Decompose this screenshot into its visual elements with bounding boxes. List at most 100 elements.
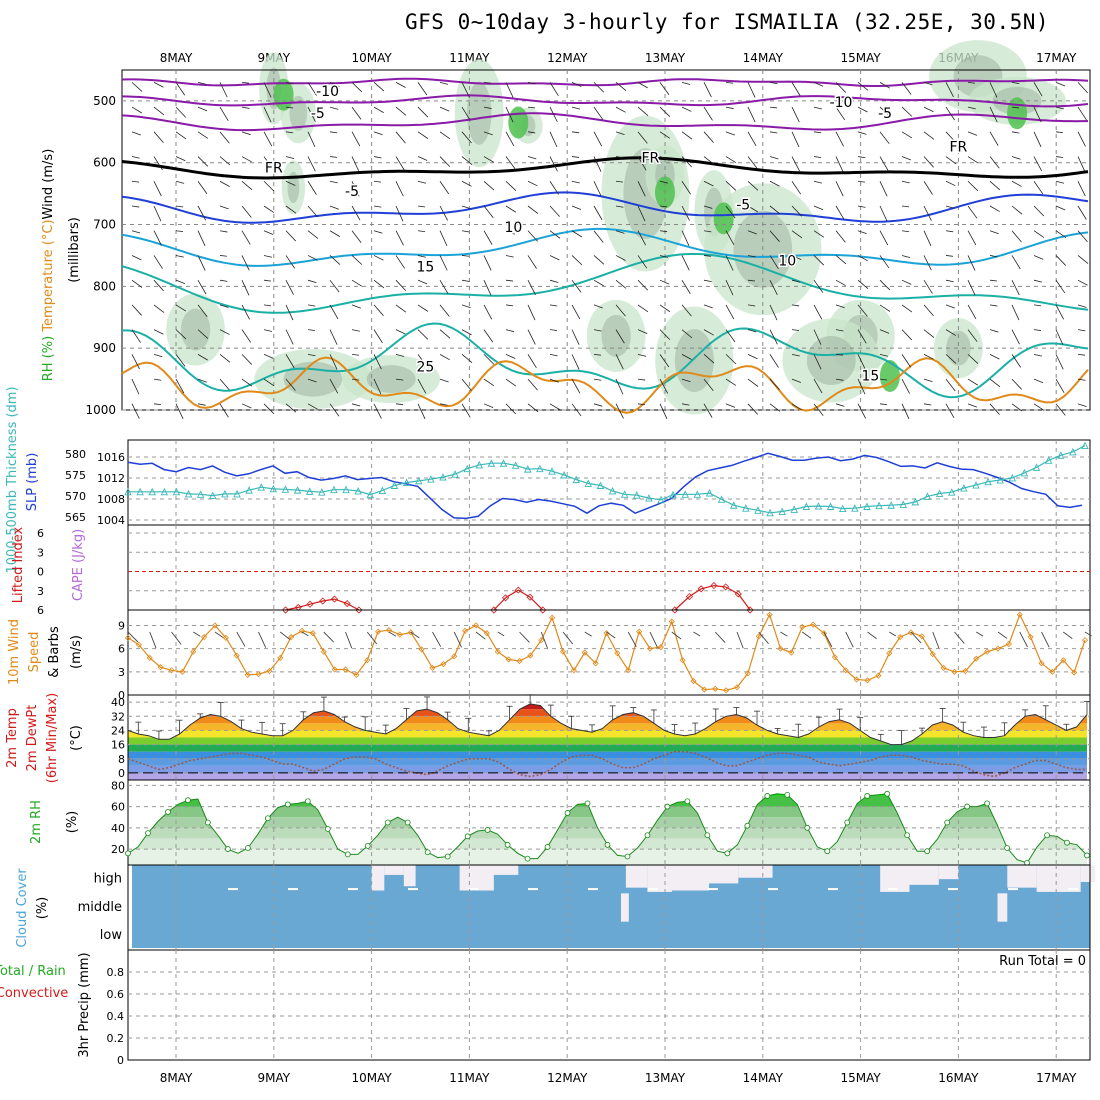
wind-barb	[417, 131, 429, 139]
wind-barb	[593, 230, 604, 243]
wind-speed-marker	[744, 670, 751, 677]
wind-barb	[1011, 354, 1021, 368]
wind-barb	[241, 403, 252, 409]
cloud-clear-high	[625, 865, 648, 888]
slp-frame	[127, 439, 1091, 526]
wind-barb	[461, 354, 473, 364]
thickness-marker	[499, 459, 508, 467]
contour-label: FR	[950, 140, 968, 156]
wind-barb	[417, 329, 429, 340]
wind-barb	[901, 205, 910, 208]
li-marker	[294, 603, 302, 611]
rh-marker	[165, 808, 171, 815]
wind-barb	[659, 354, 670, 368]
wind-barb	[439, 304, 450, 317]
wind-barb	[1055, 230, 1067, 238]
contour-label: 15	[861, 368, 879, 384]
wind-barb	[131, 403, 140, 419]
wind-barb	[637, 230, 647, 246]
wind-barb	[307, 82, 317, 96]
wind-barb	[571, 180, 580, 184]
wind-speed-marker	[755, 633, 762, 640]
date-label-top: 12MAY	[547, 51, 588, 65]
wind-barb	[593, 156, 602, 172]
wind-barb	[263, 353, 274, 359]
rh-tick-label: 20	[111, 843, 125, 856]
wind-barb	[131, 82, 143, 92]
wind-ylabel-unit: (m/s)	[69, 635, 84, 669]
wind-barb	[615, 354, 624, 370]
thickness-marker	[378, 486, 387, 494]
wind-barb	[1011, 156, 1021, 160]
wind-barb-10m	[453, 631, 462, 648]
wind-barb-10m	[519, 631, 530, 643]
wind-barb	[395, 230, 404, 246]
li-marker	[306, 600, 314, 608]
wind-barb	[351, 304, 361, 309]
wind-barb	[923, 378, 933, 382]
wind-barb	[307, 230, 319, 239]
wind-barb	[923, 230, 932, 247]
wind-barb	[659, 156, 670, 161]
wind-barb-10m	[410, 631, 420, 639]
wind-barb	[1077, 353, 1086, 356]
wind-barb	[901, 304, 913, 313]
temp-tick-label: 8	[118, 753, 125, 766]
li-marker	[514, 586, 522, 594]
wind-barb	[549, 156, 558, 172]
li-tick-label: 3	[37, 585, 44, 598]
wind-barb	[791, 304, 800, 307]
wind-barb	[131, 106, 142, 114]
temp-ylabel-1: 2m Temp	[5, 708, 20, 768]
wind-barb	[549, 378, 559, 383]
wind-barb	[725, 106, 734, 110]
wind-barb	[681, 230, 690, 247]
wind-barb	[923, 205, 932, 221]
wind-speed-marker	[309, 630, 316, 637]
wind-barb	[857, 106, 868, 113]
wind-barb	[593, 329, 602, 332]
wind-barb	[945, 304, 955, 309]
temp-band	[128, 751, 1087, 759]
wind-barb	[1033, 82, 1043, 97]
rh-marker	[824, 848, 831, 855]
thickness-marker	[245, 486, 253, 494]
rh-marker	[924, 848, 931, 855]
li-marker	[734, 590, 742, 598]
wind-barb	[1011, 180, 1022, 187]
wind-speed-marker	[516, 657, 523, 665]
thickness-marker	[754, 506, 762, 514]
wind-speed-marker	[418, 646, 425, 653]
wind-barb	[417, 403, 426, 420]
thickness-marker	[402, 478, 411, 487]
wind-barb	[285, 329, 294, 345]
wind-barb	[241, 255, 250, 271]
wind-barb	[351, 329, 360, 332]
wind-barb	[813, 156, 822, 158]
wind-barb	[373, 156, 382, 159]
thickness-marker	[657, 495, 665, 504]
wind-barb	[483, 354, 495, 365]
rh-marker	[125, 850, 131, 857]
wind-speed-marker	[146, 654, 153, 661]
wind-barb	[153, 353, 163, 358]
wind-barb	[615, 255, 626, 261]
wind-barb	[549, 255, 560, 261]
wind-barb	[329, 230, 340, 237]
contour-plus20	[121, 322, 1089, 399]
wind-barb-10m	[823, 631, 833, 648]
thickness-marker	[814, 502, 823, 510]
wind-barb	[593, 304, 603, 309]
wind-barb	[769, 403, 781, 412]
wind-barb	[615, 304, 626, 317]
wind-barb	[769, 354, 779, 368]
wind-barb	[395, 106, 407, 116]
wind-barb	[835, 279, 846, 286]
wind-barb	[615, 82, 627, 92]
wind-barb	[219, 131, 230, 144]
wind-speed-marker	[201, 633, 208, 641]
wind-barb	[329, 354, 338, 370]
thickness-marker	[124, 487, 132, 496]
wind-barb	[219, 82, 228, 98]
wind-barb	[637, 403, 646, 406]
